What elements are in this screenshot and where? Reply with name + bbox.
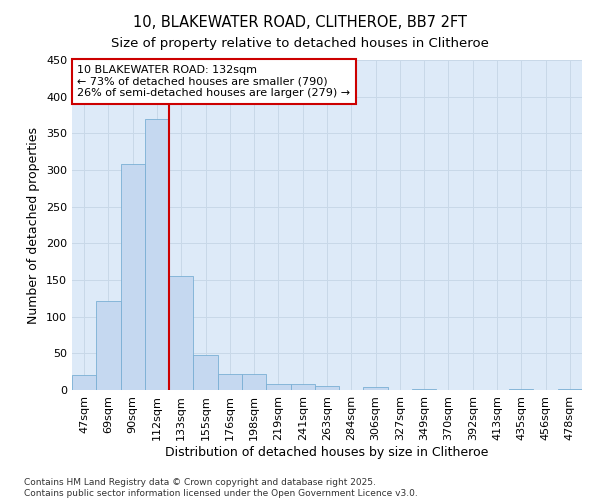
X-axis label: Distribution of detached houses by size in Clitheroe: Distribution of detached houses by size … — [166, 446, 488, 458]
Bar — [242, 374, 266, 390]
Text: Size of property relative to detached houses in Clitheroe: Size of property relative to detached ho… — [111, 38, 489, 51]
Bar — [412, 388, 436, 390]
Y-axis label: Number of detached properties: Number of detached properties — [28, 126, 40, 324]
Bar — [121, 164, 145, 390]
Bar — [290, 384, 315, 390]
Bar — [218, 374, 242, 390]
Bar — [509, 388, 533, 390]
Bar — [315, 386, 339, 390]
Text: 10, BLAKEWATER ROAD, CLITHEROE, BB7 2FT: 10, BLAKEWATER ROAD, CLITHEROE, BB7 2FT — [133, 15, 467, 30]
Bar — [145, 118, 169, 390]
Bar — [193, 355, 218, 390]
Bar — [364, 387, 388, 390]
Bar — [96, 300, 121, 390]
Text: 10 BLAKEWATER ROAD: 132sqm
← 73% of detached houses are smaller (790)
26% of sem: 10 BLAKEWATER ROAD: 132sqm ← 73% of deta… — [77, 65, 350, 98]
Bar — [169, 276, 193, 390]
Bar — [72, 376, 96, 390]
Text: Contains HM Land Registry data © Crown copyright and database right 2025.
Contai: Contains HM Land Registry data © Crown c… — [24, 478, 418, 498]
Bar — [558, 388, 582, 390]
Bar — [266, 384, 290, 390]
